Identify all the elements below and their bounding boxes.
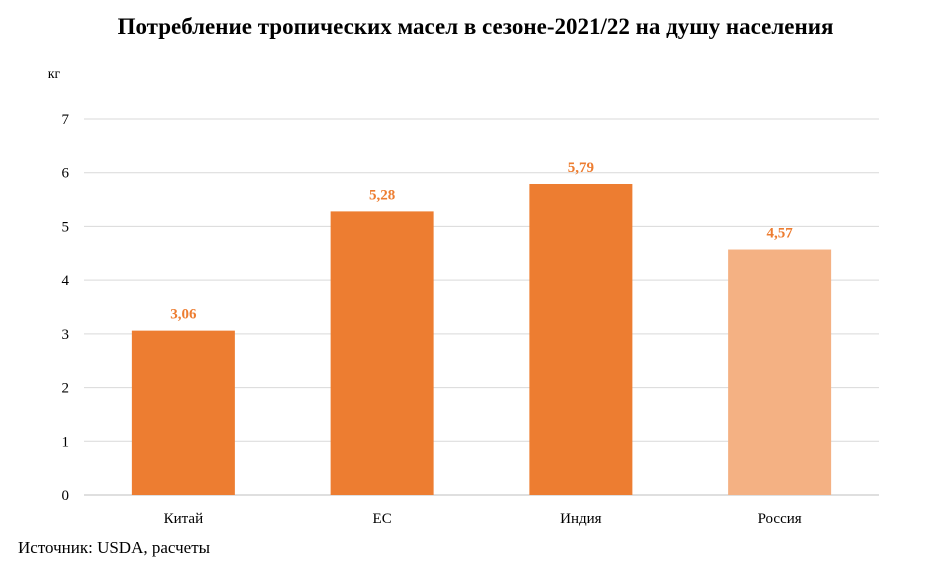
data-label: 5,79 xyxy=(568,160,594,176)
data-labels: 3,06 5,28 5,79 4,57 xyxy=(170,160,793,323)
x-tick-labels: Китай ЕС Индия Россия xyxy=(164,511,802,527)
x-tick-label: ЕС xyxy=(373,511,392,527)
y-tick-label: 5 xyxy=(62,219,70,235)
data-label: 5,28 xyxy=(369,187,395,203)
bar-1 xyxy=(330,211,434,496)
y-tick-label: 1 xyxy=(62,434,70,450)
x-tick-label: Индия xyxy=(560,511,602,527)
y-tick-labels: 0 1 2 3 4 5 6 7 xyxy=(62,112,70,504)
y-tick-label: 3 xyxy=(62,327,70,343)
source-note: Источник: USDA, расчеты xyxy=(18,538,211,557)
y-tick-label: 6 xyxy=(62,166,70,182)
y-unit-label: кг xyxy=(48,67,61,82)
y-tick-label: 7 xyxy=(62,112,70,128)
x-tick-label: Китай xyxy=(164,511,203,527)
data-label: 4,57 xyxy=(767,226,794,242)
y-tick-label: 0 xyxy=(62,488,70,504)
bar-2 xyxy=(529,183,633,495)
y-tick-label: 4 xyxy=(62,273,70,289)
y-tick-label: 2 xyxy=(62,381,70,397)
chart-title: Потребление тропических масел в сезоне-2… xyxy=(117,14,834,39)
bar-3 xyxy=(728,249,832,495)
x-tick-label: Россия xyxy=(758,511,802,527)
data-label: 3,06 xyxy=(170,307,197,323)
bar-0 xyxy=(131,330,235,495)
bars xyxy=(131,183,832,496)
